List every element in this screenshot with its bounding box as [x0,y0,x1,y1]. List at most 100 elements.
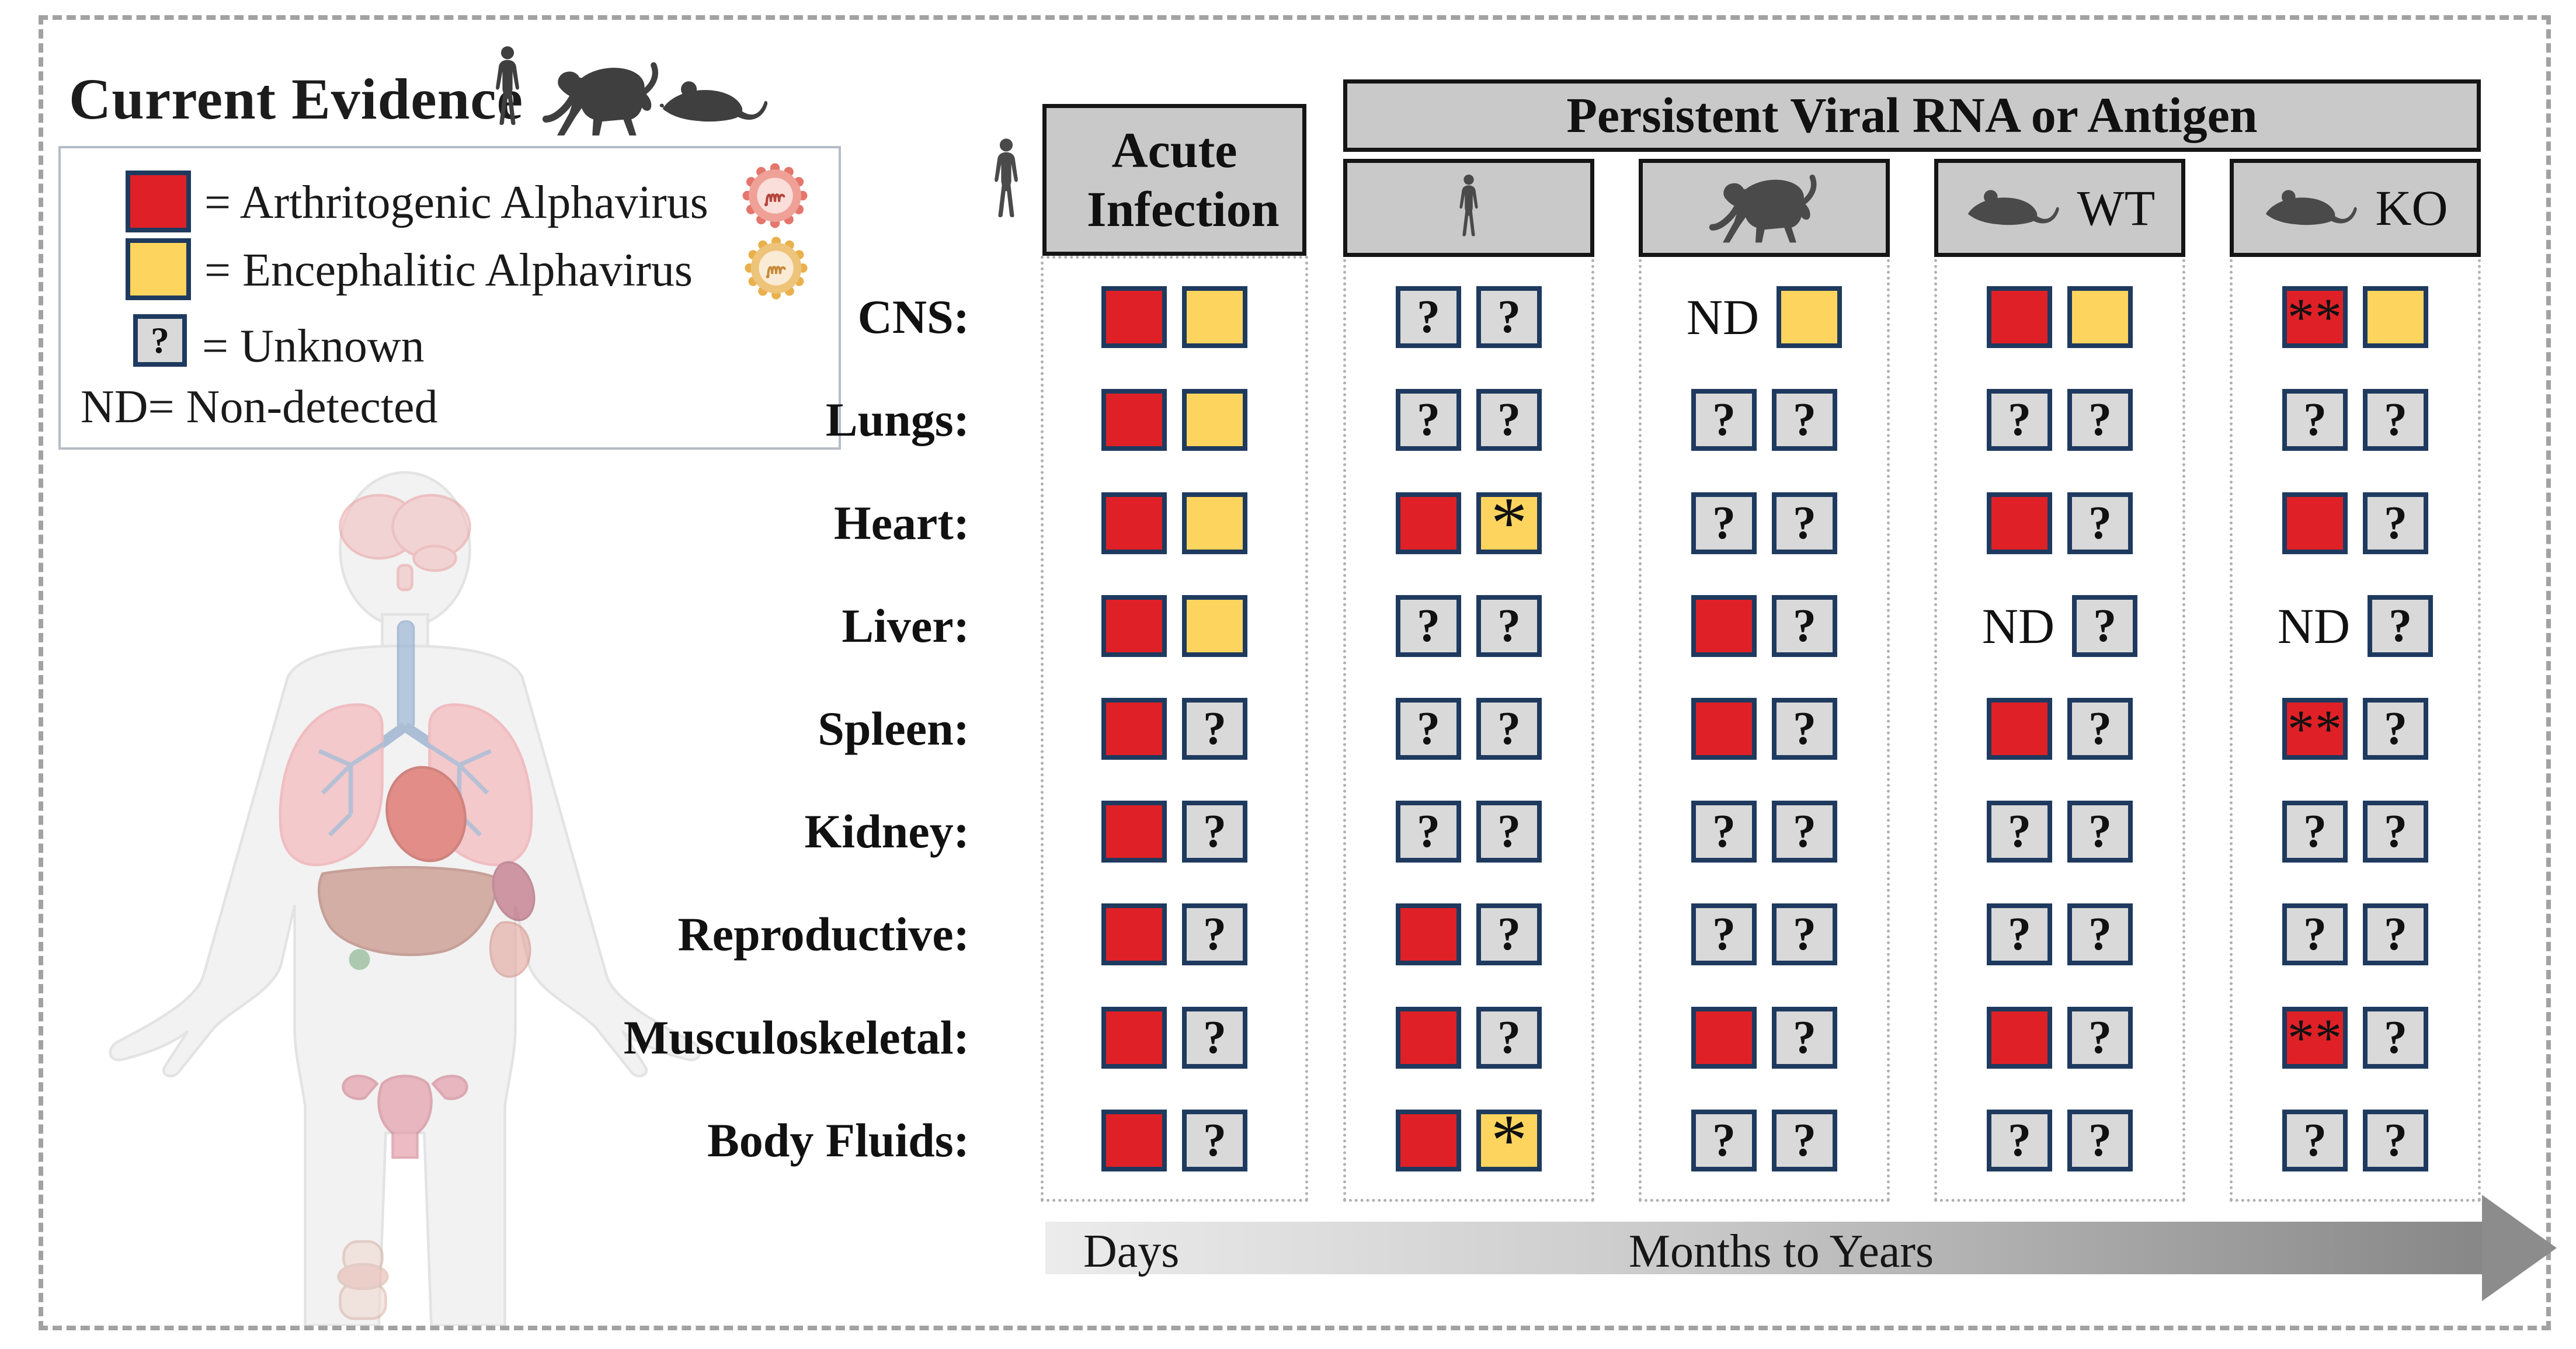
evidence-square-yellow: * [1476,486,1542,559]
question-mark: ? [1203,806,1226,858]
evidence-square-unknown: ? [1476,389,1542,451]
matrix-cell: ?? [1639,883,1890,986]
matrix-cell: ND [1639,266,1890,368]
evidence-square-unknown: ? [2282,801,2348,863]
question-mark: ? [2008,1114,2031,1166]
evidence-square-yellow: * [1476,1104,1542,1177]
evidence-square-red [1101,594,1167,657]
human-anatomy-illustration [88,450,847,1326]
evidence-square-unknown: ? [1691,903,1757,966]
matrix-cell [1041,575,1308,677]
evidence-square-unknown: ? [1396,286,1461,349]
matrix-cell: ? [1041,780,1308,883]
matrix-cell: ?? [1639,368,1890,471]
question-mark: ? [1793,394,1816,446]
evidence-square-unknown: ? [2363,801,2428,863]
legend-label-encephalitic: = Encephalitic Alphavirus [204,245,693,296]
question-mark: ? [1793,497,1816,549]
evidence-square-unknown: ? [1476,801,1542,863]
question-mark: ? [1712,909,1736,961]
mouse-icon-ko [2266,190,2358,225]
nd-text: ND [2277,597,2351,654]
evidence-square-unknown: ? [1182,1006,1247,1069]
legend-unknown-glyph: ? [151,319,169,361]
evidence-square-unknown: ? [2368,594,2434,657]
evidence-square-red [1101,1006,1167,1069]
evidence-square-red [1396,1109,1461,1171]
evidence-square-unknown: ? [2282,1109,2348,1171]
question-mark: ? [1417,394,1440,446]
question-mark: ? [1417,806,1440,858]
evidence-square-red [1101,389,1167,451]
evidence-square-unknown: ? [1396,389,1461,451]
matrix-cell: ?? [2230,368,2481,471]
acute-infection-header: Acute Infection [1042,104,1306,256]
question-mark: ? [1497,600,1521,652]
virus-icon-red [741,161,809,230]
evidence-square-unknown: ? [2363,903,2428,966]
evidence-square-red [1691,594,1757,657]
evidence-square-unknown: ? [2067,1109,2133,1171]
question-mark: ? [2384,394,2407,446]
question-mark: ? [2303,394,2327,446]
question-mark: ? [1793,1114,1816,1166]
subheader-mouse-wt: WT [1934,159,2185,257]
question-mark: ? [1793,703,1816,755]
evidence-square-unknown: ? [2067,492,2133,554]
question-mark: ? [2093,600,2117,652]
matrix-cell [1934,266,2185,368]
subheader-human [1343,159,1594,257]
matrix-cell: ? [1934,677,2185,780]
evidence-square-unknown: ? [1772,492,1837,554]
evidence-square-unknown: ? [2067,903,2133,966]
evidence-square-unknown: ? [2363,492,2428,554]
persistent-header: Persistent Viral RNA or Antigen [1343,79,2481,152]
evidence-square-unknown: ? [2282,389,2348,451]
column-cells-monkey: ND????????????? [1639,266,1890,1192]
matrix-cell: ?? [1934,883,2185,986]
evidence-square-unknown: ? [1772,1006,1837,1069]
question-mark: ? [1497,806,1521,858]
evidence-square-red: ** [2282,1006,2348,1069]
matrix-cell: ND? [1934,575,2185,677]
question-mark: ? [1497,703,1521,755]
evidence-square-unknown: ? [2363,389,2428,451]
question-mark: ? [2088,1011,2112,1063]
evidence-square-yellow [2067,286,2133,349]
evidence-square-unknown: ? [2363,1109,2428,1171]
evidence-square-unknown: ? [1691,1109,1757,1171]
matrix-cell [1041,266,1308,368]
evidence-square-red [1691,1006,1757,1069]
row-label: Kidney: [804,805,969,858]
matrix-cell: ?? [1343,368,1594,471]
timeline-arrow [1045,1222,2483,1274]
matrix-cell: ? [1343,883,1594,986]
row-label: Body Fluids: [707,1113,969,1167]
human-icon-acute [985,128,1028,234]
matrix-cell: ?? [2230,780,2481,883]
evidence-square-unknown: ? [1772,903,1837,966]
evidence-square-yellow [1182,286,1247,349]
legend-swatch-arthritogenic [126,171,191,232]
evidence-square-red [1987,286,2052,349]
matrix-cell: * [1343,1089,1594,1192]
row-label: Liver: [842,599,969,652]
matrix-cell: ? [2230,472,2481,575]
evidence-square-red [1691,697,1757,760]
matrix-cell: ? [1639,677,1890,780]
question-mark: ? [2008,806,2031,858]
subheader-monkey [1639,159,1890,257]
column-cells-human: ???? *???????? * [1343,266,1594,1192]
matrix-cell: * [1343,472,1594,575]
question-mark: ? [2384,806,2407,858]
matrix-cell: ? [1041,1089,1308,1192]
subheader-mouse-ko: KO [2230,159,2481,257]
question-mark: ? [2008,909,2031,961]
question-mark: ? [2008,394,2031,446]
question-mark: ? [1497,909,1521,961]
evidence-square-red: ** [2282,286,2348,349]
evidence-square-unknown: ? [1987,801,2052,863]
question-mark: ? [1203,909,1226,961]
timeline-months-label: Months to Years [1628,1226,1934,1277]
